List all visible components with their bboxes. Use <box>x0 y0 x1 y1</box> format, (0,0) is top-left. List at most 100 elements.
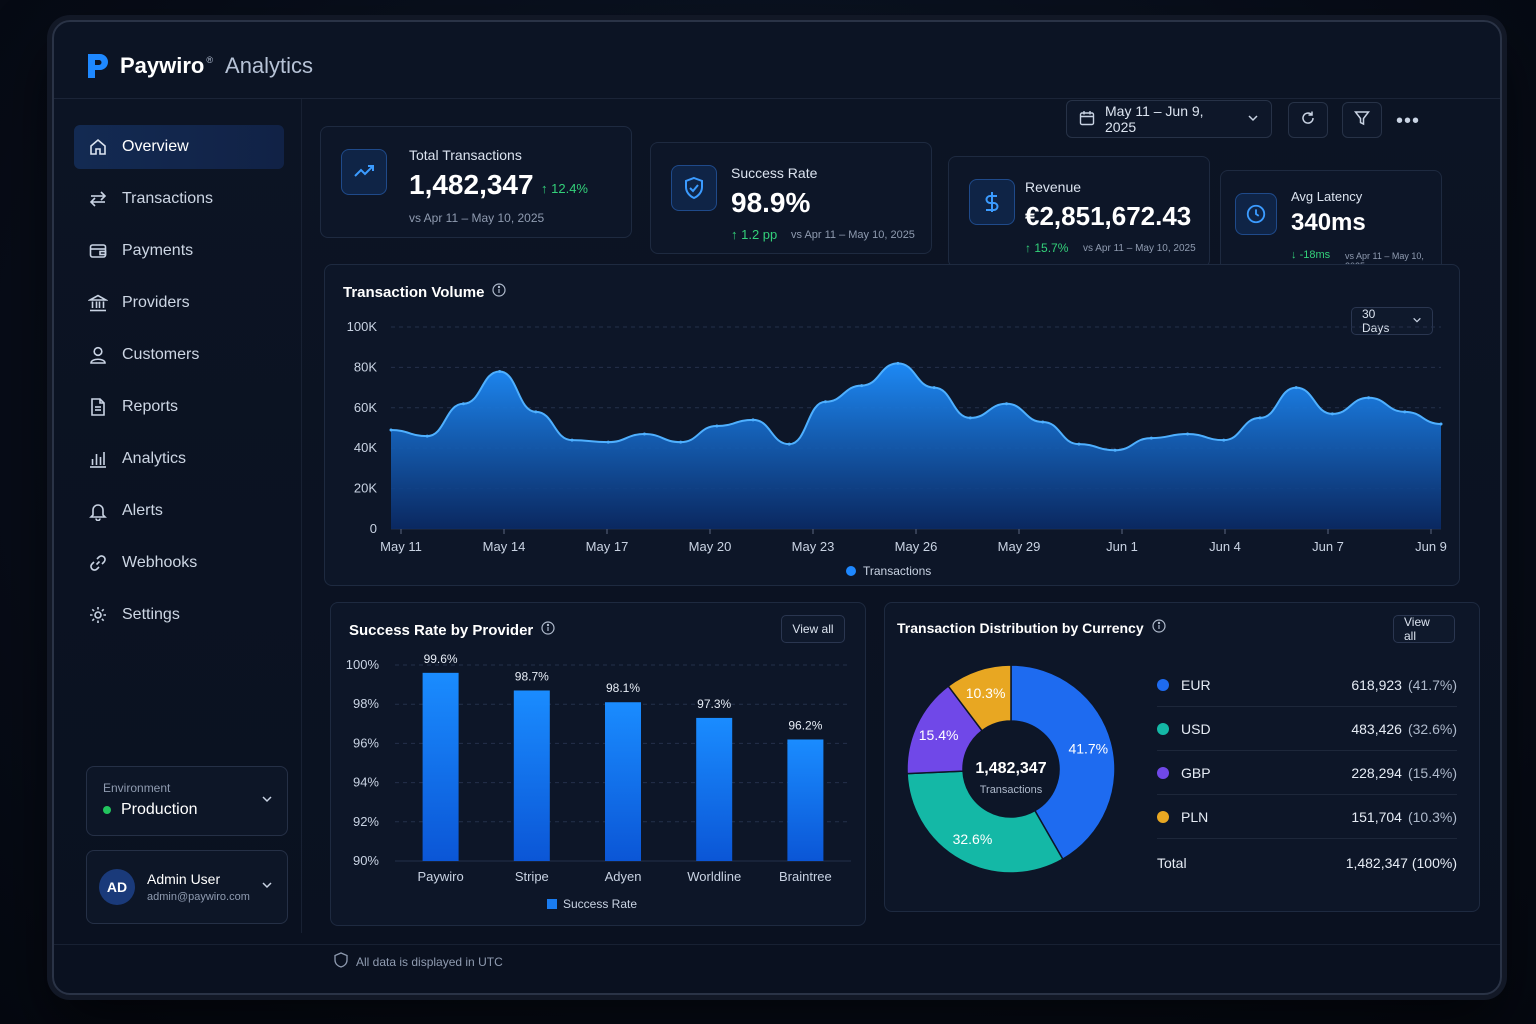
legend-value: 228,294 <box>1351 764 1402 781</box>
legend-swatch <box>547 899 557 909</box>
legend-swatch <box>1157 678 1169 691</box>
kpi-value: €2,851,672.43 <box>1025 201 1192 231</box>
legend-swatch <box>846 566 856 576</box>
kpi-value: 340ms <box>1291 209 1366 236</box>
slice-pln <box>947 664 1012 732</box>
sidebar-item-label: Transactions <box>122 190 213 207</box>
data-point <box>679 440 683 444</box>
info-icon[interactable] <box>1152 619 1166 636</box>
kpi-compare: vs Apr 11 – May 10, 2025 <box>1083 243 1196 254</box>
kpi-change: ↑ 15.7% <box>1025 241 1069 255</box>
data-point <box>498 369 502 373</box>
donut-chart: 41.7% 32.6% 15.4% 10.3% 1,482,347 Transaction… <box>906 664 1116 874</box>
x-tick-label: Braintree <box>779 869 832 884</box>
info-icon[interactable] <box>492 283 507 301</box>
bell-icon <box>88 501 108 521</box>
data-point <box>1041 420 1045 424</box>
sidebar-item-alerts[interactable]: Alerts <box>74 489 284 533</box>
view-all-button[interactable]: View all <box>781 615 845 643</box>
data-point <box>1186 432 1190 436</box>
data-point <box>1005 402 1009 406</box>
legend-row-usd: USD 483,426 (32.6%) <box>1157 707 1457 751</box>
data-point <box>1367 396 1371 400</box>
data-point <box>389 428 393 432</box>
legend-total-label: Total <box>1157 855 1187 871</box>
y-tick-label: 94% <box>353 775 379 790</box>
date-range-picker[interactable]: May 11 – Jun 9, 2025 <box>1066 100 1272 138</box>
kpi-card-revenue: Revenue €2,851,672.43 ↑ 15.7% vs Apr 11 … <box>948 156 1210 268</box>
legend-total-value: 1,482,347 (100%) <box>1345 855 1457 871</box>
bar-worldline <box>696 717 733 861</box>
sidebar-item-analytics[interactable]: Analytics <box>74 437 284 481</box>
sidebar-item-providers[interactable]: Providers <box>74 281 284 325</box>
card-title: Success Rate by Provider <box>349 621 555 639</box>
x-tick-label: May 14 <box>483 539 526 554</box>
x-tick-label: Adyen <box>605 869 642 884</box>
kpi-compare: vs Apr 11 – May 10, 2025 <box>409 211 545 225</box>
sidebar-item-customers[interactable]: Customers <box>74 333 284 377</box>
sidebar-item-label: Alerts <box>122 502 163 519</box>
sidebar-item-label: Customers <box>122 346 200 363</box>
bar-value-label: 99.6% <box>424 652 458 666</box>
bar-adyen <box>605 702 641 861</box>
sidebar-item-settings[interactable]: Settings <box>74 593 284 637</box>
legend-percent: (10.3%) <box>1407 808 1457 825</box>
legend-label: EUR <box>1181 676 1211 693</box>
environment-selector[interactable]: Environment Production <box>86 766 288 836</box>
x-tick-label: May 26 <box>895 539 938 554</box>
link-icon <box>88 553 108 573</box>
view-all-button[interactable]: View all <box>1393 615 1455 643</box>
bank-icon <box>88 293 108 313</box>
data-point <box>1149 436 1153 440</box>
kpi-change: ↑ 12.4% <box>541 181 588 196</box>
calendar-icon <box>1079 110 1095 129</box>
series-line-transactions <box>390 362 1442 452</box>
card-title: Transaction Volume <box>343 283 507 301</box>
data-point <box>606 440 610 444</box>
clock-icon <box>1235 193 1277 235</box>
chevron-down-icon <box>1412 314 1422 328</box>
sidebar-item-webhooks[interactable]: Webhooks <box>74 541 284 585</box>
currency-legend: EUR 618,923 (41.7%) USD 483,426 (32.6%) … <box>1157 663 1457 903</box>
data-point <box>932 386 936 390</box>
legend-value: 618,923 <box>1351 676 1402 693</box>
bar-stripe <box>513 690 550 861</box>
kpi-title: Success Rate <box>731 165 818 181</box>
data-point <box>1077 442 1081 446</box>
legend-value: 151,704 <box>1351 808 1402 825</box>
sidebar-item-overview[interactable]: Overview <box>74 125 284 169</box>
currency-distribution-title: Transaction Distribution by Currency <box>897 619 1144 636</box>
kpi-card-success-rate: Success Rate 98.9% ↑ 1.2 pp vs Apr 11 – … <box>650 142 932 254</box>
user-icon <box>88 345 108 365</box>
home-icon <box>88 137 108 157</box>
x-tick-label: Jun 9 <box>1415 539 1447 554</box>
currency-distribution-card: Transaction Distribution by Currency Vie… <box>884 602 1480 912</box>
kpi-change: ↓ -18ms <box>1291 249 1331 261</box>
area-fill <box>391 363 1441 529</box>
refresh-button[interactable] <box>1288 102 1328 138</box>
kpi-title: Total Transactions <box>409 147 522 163</box>
more-options-button[interactable]: ••• <box>1396 110 1421 132</box>
kpi-card-total-transactions: Total Transactions 1,482,347 ↑ 12.4% vs … <box>320 126 632 238</box>
kpi-change-value: 15.7% <box>1034 241 1069 255</box>
kpi-change: ↑ 1.2 pp <box>731 227 778 242</box>
sidebar-item-transactions[interactable]: Transactions <box>74 177 284 221</box>
user-name: Admin User <box>147 871 221 887</box>
bar-value-label: 96.2% <box>788 718 822 732</box>
brand[interactable]: Paywiro ® Analytics <box>86 52 313 80</box>
donut-center-value: 1,482,347 <box>975 760 1046 777</box>
sidebar-item-payments[interactable]: Payments <box>74 229 284 273</box>
kpi-compare: vs Apr 11 – May 10, 2025 <box>791 229 915 241</box>
sidebar-item-label: Webhooks <box>122 554 198 571</box>
slice-eur <box>1010 664 1116 861</box>
y-tick-label: 92% <box>353 814 379 829</box>
y-tick-label: 98% <box>353 696 379 711</box>
data-point <box>1258 416 1262 420</box>
filter-button[interactable] <box>1342 102 1382 138</box>
volume-chart: 0 20K 40K 60K 80K 100K May 11 May 14 May 17 May 2… <box>347 319 1447 578</box>
sidebar-item-reports[interactable]: Reports <box>74 385 284 429</box>
range-selector[interactable]: 30 Days <box>1351 307 1433 335</box>
user-menu[interactable]: AD Admin User admin@paywiro.com <box>86 850 288 924</box>
transaction-volume-card: Transaction Volume 30 Days 0 20K 40K 60K 80K… <box>324 264 1460 586</box>
info-icon[interactable] <box>541 621 555 639</box>
